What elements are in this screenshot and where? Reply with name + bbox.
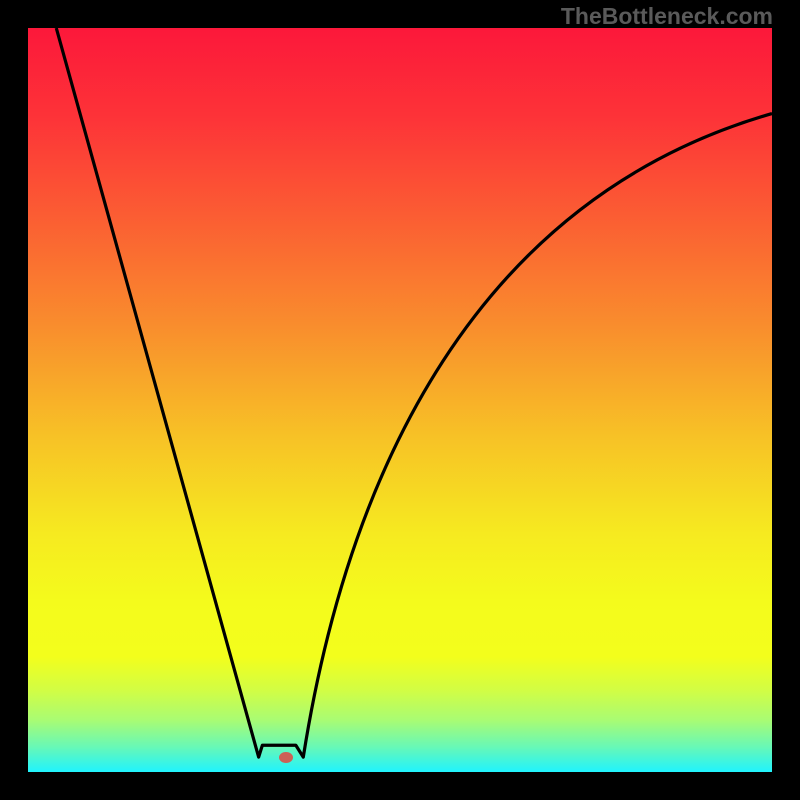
bottleneck-curve-path xyxy=(56,28,772,757)
plot-area xyxy=(28,28,772,772)
bottleneck-curve xyxy=(28,28,772,772)
outer-frame xyxy=(20,20,780,780)
watermark-text: TheBottleneck.com xyxy=(561,3,773,30)
